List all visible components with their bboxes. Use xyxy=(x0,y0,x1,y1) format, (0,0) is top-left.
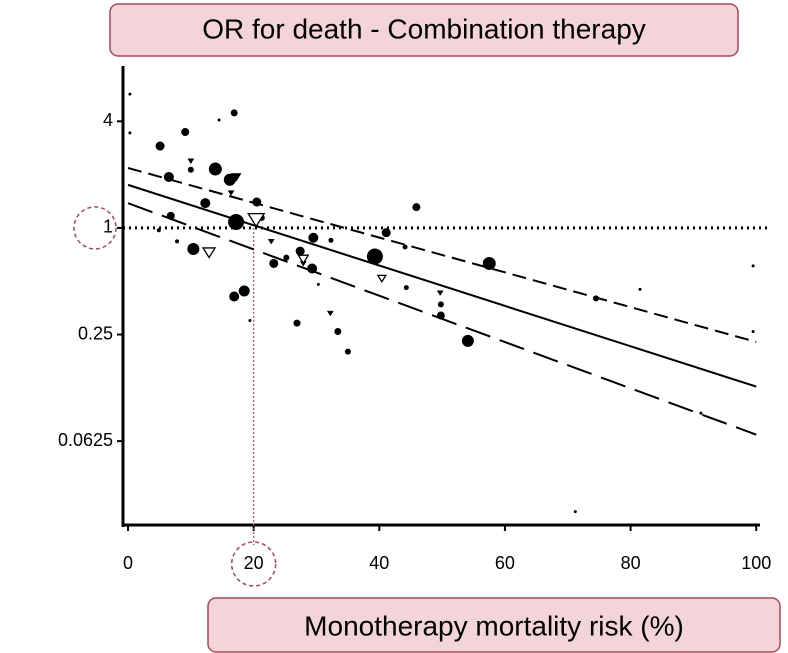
point xyxy=(366,248,383,265)
point xyxy=(128,92,132,96)
point xyxy=(229,291,240,302)
x-tick-label: 40 xyxy=(369,553,389,573)
point xyxy=(376,274,387,284)
x-tick-label: 80 xyxy=(621,553,641,573)
highlight-circle xyxy=(230,541,277,587)
point xyxy=(751,330,755,334)
point xyxy=(247,212,266,228)
regression-line xyxy=(127,167,757,343)
point xyxy=(326,310,334,317)
x-tick-label: 100 xyxy=(741,553,771,573)
x-axis-label: Monotherapy mortality risk (%) xyxy=(304,610,684,641)
point xyxy=(175,239,180,244)
point xyxy=(436,290,444,296)
point xyxy=(187,243,200,256)
point xyxy=(308,232,319,243)
point xyxy=(402,244,408,250)
point xyxy=(200,198,211,209)
point xyxy=(482,256,496,270)
point xyxy=(217,118,221,122)
title-box xyxy=(109,3,739,57)
point xyxy=(437,301,444,308)
y-tick-label: 0.0625 xyxy=(58,430,113,450)
point xyxy=(155,141,165,151)
x-tick-label: 0 xyxy=(123,553,133,573)
point xyxy=(328,237,334,243)
point xyxy=(344,348,351,355)
point xyxy=(297,254,310,265)
point xyxy=(316,282,320,286)
point xyxy=(208,162,222,176)
point xyxy=(201,247,217,259)
point xyxy=(573,510,577,514)
point xyxy=(269,258,279,268)
point xyxy=(293,319,301,327)
point xyxy=(334,328,342,336)
point xyxy=(699,411,703,415)
point xyxy=(295,246,305,256)
point xyxy=(751,264,755,268)
point xyxy=(238,285,250,297)
x-tick-label: 20 xyxy=(244,553,264,573)
point xyxy=(230,109,238,117)
point xyxy=(163,171,174,182)
point xyxy=(227,190,235,196)
point xyxy=(252,197,262,207)
y-tick-label: 4 xyxy=(103,110,113,130)
point xyxy=(228,213,245,230)
point xyxy=(436,311,445,320)
point xyxy=(638,287,642,291)
y-tick-label: 1 xyxy=(103,217,113,237)
point xyxy=(181,128,190,137)
point xyxy=(307,263,318,274)
chart-title: OR for death - Combination therapy xyxy=(202,13,646,44)
point xyxy=(166,211,175,220)
x-label-box xyxy=(207,597,781,653)
point xyxy=(283,254,290,261)
point xyxy=(403,285,409,291)
point xyxy=(128,131,132,135)
point xyxy=(223,173,236,186)
point xyxy=(593,295,600,302)
highlight-circle xyxy=(73,206,117,250)
point xyxy=(187,166,194,173)
regression-line xyxy=(127,183,757,388)
point xyxy=(461,334,474,347)
point xyxy=(412,203,421,212)
point xyxy=(381,228,391,238)
point xyxy=(267,238,275,245)
point xyxy=(156,228,161,233)
point xyxy=(248,318,252,322)
x-tick-label: 60 xyxy=(495,553,515,573)
point xyxy=(230,173,242,182)
point xyxy=(187,158,195,165)
y-tick-label: 0.25 xyxy=(78,323,113,343)
